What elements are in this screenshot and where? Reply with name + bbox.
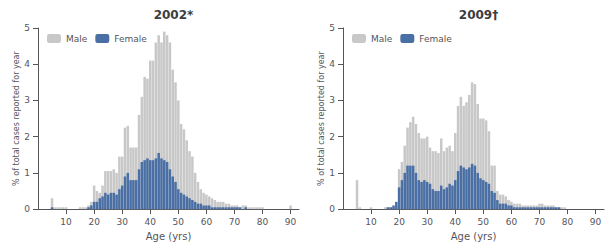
svg-text:70: 70 — [534, 217, 546, 227]
svg-text:2: 2 — [329, 132, 335, 142]
svg-text:60: 60 — [201, 217, 213, 227]
svg-text:5: 5 — [329, 23, 335, 33]
svg-text:90: 90 — [285, 217, 297, 227]
svg-text:60: 60 — [506, 217, 518, 227]
svg-text:40: 40 — [145, 217, 157, 227]
svg-text:50: 50 — [173, 217, 185, 227]
svg-text:2002*: 2002* — [154, 8, 194, 22]
svg-text:4: 4 — [329, 59, 335, 69]
svg-text:3: 3 — [329, 95, 335, 105]
svg-text:2009†: 2009† — [459, 8, 498, 22]
svg-text:50: 50 — [478, 217, 490, 227]
svg-text:3: 3 — [24, 95, 30, 105]
svg-text:10: 10 — [365, 217, 377, 227]
svg-text:30: 30 — [116, 217, 128, 227]
svg-text:% of total cases reported for: % of total cases reported for year — [12, 50, 21, 185]
svg-text:0: 0 — [329, 204, 335, 214]
svg-text:80: 80 — [257, 217, 269, 227]
svg-text:5: 5 — [24, 23, 30, 33]
svg-text:70: 70 — [229, 217, 241, 227]
svg-text:10: 10 — [60, 217, 72, 227]
svg-text:2: 2 — [24, 132, 30, 142]
svg-text:Female: Female — [419, 34, 452, 44]
svg-text:% of total cases reported for: % of total cases reported for year — [317, 50, 326, 185]
svg-text:Age (yrs): Age (yrs) — [451, 231, 497, 242]
svg-text:Male: Male — [371, 34, 393, 44]
svg-text:20: 20 — [393, 217, 405, 227]
svg-text:Female: Female — [114, 34, 147, 44]
svg-text:80: 80 — [562, 217, 574, 227]
svg-text:Male: Male — [66, 34, 88, 44]
svg-text:4: 4 — [24, 59, 30, 69]
svg-text:20: 20 — [88, 217, 100, 227]
svg-text:Age (yrs): Age (yrs) — [146, 231, 192, 242]
svg-text:90: 90 — [590, 217, 602, 227]
svg-text:30: 30 — [421, 217, 433, 227]
svg-text:40: 40 — [450, 217, 462, 227]
svg-text:0: 0 — [24, 204, 30, 214]
svg-text:1: 1 — [329, 168, 335, 178]
svg-text:1: 1 — [24, 168, 30, 178]
